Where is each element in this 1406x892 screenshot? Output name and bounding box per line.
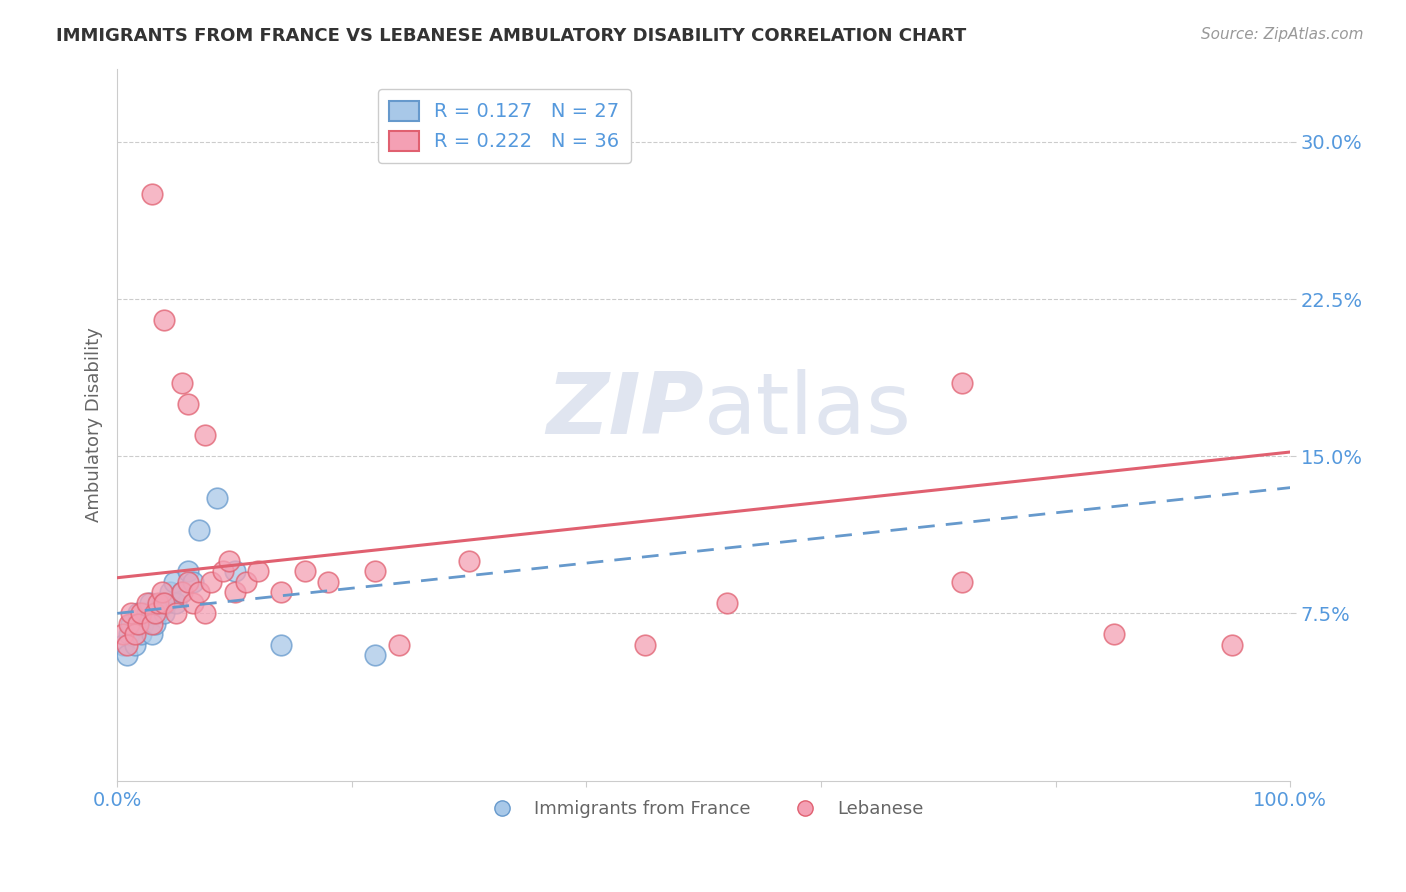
Point (124, 627, 146, 641)
Point (950, 574, 973, 589)
Point (129, 607, 152, 621)
Point (170, 585, 193, 599)
Point (716, 596, 738, 610)
Point (124, 638, 146, 652)
Point (135, 607, 157, 621)
Point (364, 648, 387, 663)
Point (148, 596, 170, 610)
Point (458, 554, 481, 568)
Point (294, 565, 316, 579)
Text: IMMIGRANTS FROM FRANCE VS LEBANESE AMBULATORY DISABILITY CORRELATION CHART: IMMIGRANTS FROM FRANCE VS LEBANESE AMBUL… (56, 27, 966, 45)
Point (270, 585, 292, 599)
Point (318, 574, 340, 589)
Point (159, 585, 181, 599)
Point (1104, 627, 1126, 641)
Point (143, 607, 166, 621)
Point (218, 554, 240, 568)
Text: Source: ZipAtlas.com: Source: ZipAtlas.com (1201, 27, 1364, 42)
Point (246, 565, 269, 579)
Point (188, 523, 211, 537)
Text: ZIP: ZIP (546, 369, 704, 452)
Point (120, 616, 142, 631)
Point (118, 627, 141, 641)
Point (211, 565, 233, 579)
Point (155, 596, 177, 610)
Point (176, 574, 198, 589)
Point (150, 596, 173, 610)
Point (170, 376, 193, 390)
Point (165, 607, 187, 621)
Point (224, 565, 246, 579)
Point (118, 616, 141, 631)
Point (634, 638, 657, 652)
Point (188, 585, 211, 599)
Point (127, 616, 149, 631)
Point (112, 638, 135, 652)
Point (224, 585, 246, 599)
Point (235, 574, 257, 589)
Point (141, 616, 163, 631)
Point (153, 607, 176, 621)
Point (153, 313, 176, 327)
Point (141, 627, 163, 641)
Y-axis label: Ambulatory Disability: Ambulatory Disability (86, 327, 103, 522)
Point (132, 616, 155, 631)
Point (162, 574, 184, 589)
Point (127, 607, 149, 621)
Point (120, 607, 142, 621)
Point (170, 585, 193, 599)
Point (364, 565, 387, 579)
Point (183, 596, 205, 610)
Point (194, 428, 217, 442)
Point (165, 596, 187, 610)
Point (388, 638, 411, 652)
Point (139, 596, 162, 610)
Point (1220, 638, 1243, 652)
Point (176, 565, 198, 579)
Point (150, 585, 173, 599)
Point (194, 607, 217, 621)
Point (153, 596, 176, 610)
Point (143, 616, 166, 631)
Point (112, 627, 135, 641)
Point (129, 627, 152, 641)
Point (200, 574, 222, 589)
Point (205, 491, 228, 505)
Point (270, 638, 292, 652)
Point (115, 648, 138, 663)
Legend: Immigrants from France, Lebanese: Immigrants from France, Lebanese (477, 793, 931, 825)
Text: atlas: atlas (704, 369, 911, 452)
Point (183, 574, 205, 589)
Point (148, 607, 170, 621)
Point (135, 596, 157, 610)
Point (115, 638, 138, 652)
Point (950, 376, 973, 390)
Point (176, 397, 198, 411)
Point (141, 187, 163, 202)
